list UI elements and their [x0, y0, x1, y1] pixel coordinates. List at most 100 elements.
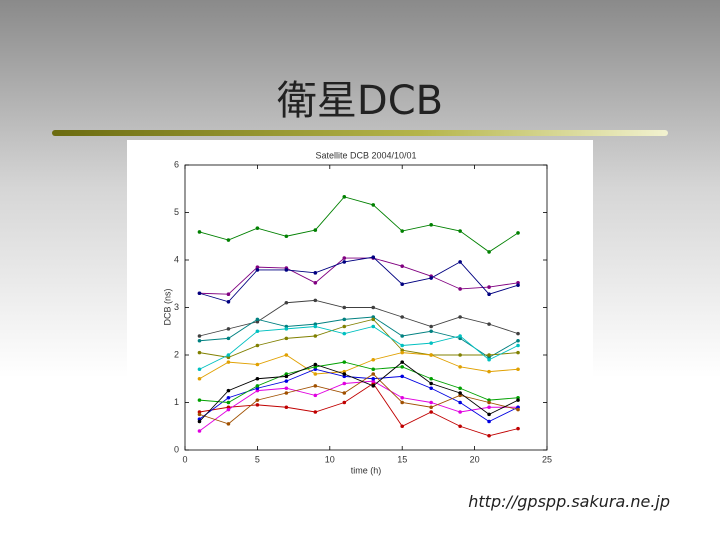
data-point — [400, 400, 405, 405]
data-point — [371, 203, 376, 207]
data-point — [226, 300, 231, 304]
x-tick-label: 20 — [470, 454, 480, 464]
data-point — [429, 324, 433, 329]
source-url: http://gpspp.sakura.ne.jp — [468, 492, 670, 511]
data-point — [284, 405, 289, 410]
data-point — [255, 376, 260, 381]
data-point — [255, 384, 260, 388]
data-point — [429, 341, 433, 345]
data-point — [458, 334, 462, 338]
data-point — [429, 376, 433, 381]
data-point — [226, 407, 231, 412]
data-point — [342, 381, 347, 386]
series-line — [199, 316, 519, 358]
y-tick-label: 0 — [174, 444, 179, 454]
data-point — [458, 386, 462, 391]
data-point — [342, 317, 347, 322]
data-point — [226, 400, 231, 405]
y-axis-label: DCB (ns) — [162, 288, 172, 325]
data-point — [400, 365, 405, 369]
data-point — [284, 386, 289, 391]
series-line — [199, 380, 519, 432]
data-point — [516, 343, 520, 348]
series-line — [199, 318, 519, 358]
y-tick-label: 6 — [174, 159, 179, 169]
data-point — [313, 334, 318, 338]
data-point — [400, 424, 405, 429]
data-point — [226, 388, 231, 393]
data-point — [516, 231, 520, 235]
data-point — [255, 398, 260, 402]
data-point — [487, 250, 491, 254]
data-point — [458, 410, 462, 414]
data-point — [516, 350, 520, 355]
data-point — [197, 376, 202, 381]
y-tick-label: 4 — [174, 254, 179, 264]
data-point — [284, 391, 289, 395]
data-point — [458, 260, 462, 264]
slide-title: 衛星DCB — [276, 78, 444, 124]
series-line — [199, 256, 519, 303]
data-point — [313, 298, 318, 303]
data-point — [400, 395, 405, 400]
data-point — [255, 226, 260, 230]
data-point — [226, 395, 231, 400]
data-point — [487, 292, 491, 297]
data-point — [226, 327, 231, 331]
data-point — [197, 398, 202, 402]
data-point — [255, 343, 260, 348]
x-tick-label: 5 — [255, 454, 260, 464]
data-point — [342, 372, 347, 376]
data-point — [284, 300, 289, 305]
data-point — [487, 433, 491, 438]
data-point — [487, 357, 491, 362]
data-point — [313, 393, 318, 398]
data-point — [429, 400, 433, 405]
data-point — [429, 405, 433, 410]
data-point — [313, 384, 318, 388]
data-point — [255, 329, 260, 334]
data-point — [458, 424, 462, 429]
data-point — [313, 362, 318, 367]
data-point — [516, 338, 520, 343]
chart-title: Satellite DCB 2004/10/01 — [315, 150, 416, 160]
data-point — [197, 350, 202, 355]
series-line — [199, 196, 519, 253]
data-point — [284, 327, 289, 331]
data-point — [197, 230, 202, 234]
series-line — [199, 361, 519, 403]
data-point — [458, 391, 462, 395]
data-point — [371, 305, 376, 310]
data-point — [255, 362, 260, 367]
data-point — [516, 367, 520, 372]
data-point — [487, 412, 491, 417]
data-point — [429, 223, 433, 227]
data-point — [313, 271, 318, 275]
data-point — [342, 324, 347, 329]
data-point — [400, 282, 405, 287]
data-point — [342, 195, 347, 199]
data-point — [284, 379, 289, 383]
data-point — [516, 426, 520, 431]
data-point — [197, 291, 202, 296]
data-point — [226, 353, 231, 357]
x-tick-label: 15 — [397, 454, 407, 464]
data-point — [487, 405, 491, 410]
data-point — [313, 324, 318, 329]
data-point — [226, 292, 231, 297]
data-point — [371, 255, 376, 259]
data-point — [313, 372, 318, 376]
data-point — [458, 353, 462, 357]
series-line — [199, 382, 519, 437]
data-point — [226, 336, 231, 341]
data-point — [313, 410, 318, 414]
data-point — [487, 353, 491, 357]
data-point — [429, 381, 433, 386]
data-point — [458, 287, 462, 291]
data-point — [400, 350, 405, 355]
data-point — [429, 329, 433, 334]
data-point — [197, 429, 202, 433]
data-point — [313, 281, 318, 285]
data-point — [429, 386, 433, 391]
